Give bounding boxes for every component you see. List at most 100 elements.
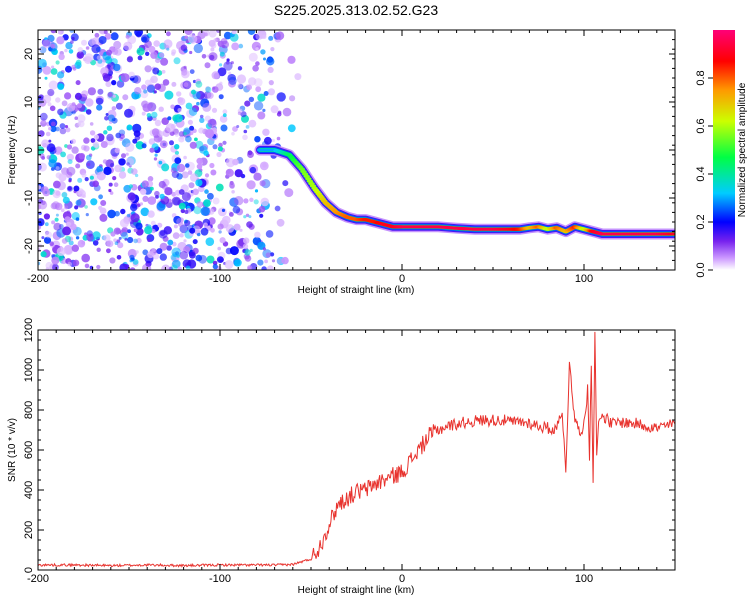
noise-blob (210, 169, 217, 176)
noise-blob (202, 102, 212, 112)
noise-blob (246, 84, 252, 91)
noise-blob (114, 147, 121, 154)
noise-blob (189, 227, 196, 234)
noise-blob (70, 33, 79, 42)
noise-blob (61, 238, 68, 244)
noise-blob (174, 157, 182, 165)
noise-blob (55, 166, 60, 170)
noise-blob (125, 152, 129, 156)
noise-blob (134, 87, 142, 95)
noise-blob (61, 192, 68, 198)
noise-blob (207, 118, 217, 128)
noise-blob (262, 108, 266, 112)
noise-blob (38, 261, 41, 266)
noise-blob (148, 45, 156, 53)
noise-blob (150, 186, 154, 191)
noise-blob (71, 64, 76, 70)
noise-blob (142, 263, 152, 270)
noise-blob (205, 86, 211, 92)
noise-blob (170, 254, 177, 261)
noise-blob (96, 165, 104, 173)
noise-blob (199, 114, 204, 119)
noise-blob (203, 199, 211, 208)
noise-blob (244, 100, 251, 107)
noise-blob (219, 81, 223, 85)
noise-blob (204, 189, 209, 194)
noise-blob (47, 88, 55, 97)
noise-blob (102, 74, 111, 82)
noise-blob (248, 52, 258, 62)
noise-blob (210, 42, 217, 49)
noise-blob (195, 80, 203, 88)
colorbar-tick-label: 0.0 (695, 262, 707, 277)
noise-blob (192, 79, 197, 84)
noise-blob (224, 260, 234, 269)
noise-blob (151, 128, 160, 136)
noise-blob (158, 229, 168, 239)
noise-blob (97, 88, 104, 95)
noise-blob (39, 112, 48, 121)
noise-blob (132, 123, 142, 133)
noise-blob (171, 247, 181, 257)
noise-blob (220, 124, 228, 132)
noise-blob (121, 227, 128, 234)
noise-blob (70, 223, 77, 231)
noise-blob (111, 106, 117, 111)
noise-blob (77, 114, 86, 123)
noise-blob (38, 65, 43, 74)
noise-blob (109, 257, 116, 264)
noise-blob (196, 201, 203, 208)
noise-blob (114, 241, 119, 245)
noise-blob (187, 170, 193, 175)
signal-track-point (669, 232, 675, 236)
noise-blob (180, 44, 188, 52)
noise-blob (57, 108, 64, 116)
noise-blob (135, 250, 139, 254)
noise-blob (244, 255, 252, 262)
noise-blob (51, 65, 55, 69)
noise-blob (170, 167, 177, 174)
noise-blob (219, 115, 228, 123)
noise-blob (49, 105, 56, 112)
noise-blob (141, 34, 150, 43)
noise-blob (258, 205, 266, 213)
noise-blob (118, 158, 126, 166)
noise-blob (260, 49, 266, 55)
colorbar-tick-label: 0.2 (695, 214, 707, 229)
noise-blob (103, 234, 111, 242)
noise-blob (126, 56, 133, 63)
noise-blob (43, 236, 52, 244)
noise-blob (159, 253, 167, 261)
noise-blob (174, 144, 180, 150)
noise-blob (259, 180, 266, 187)
noise-blob (106, 49, 112, 56)
noise-blob (155, 57, 161, 64)
spectrogram-signal-track (254, 144, 675, 240)
noise-blob (275, 31, 285, 40)
signal-track-halo-1 (256, 146, 675, 238)
noise-blob (121, 153, 126, 159)
noise-blob (66, 166, 76, 176)
noise-blob (192, 188, 199, 196)
noise-blob (100, 141, 108, 148)
noise-blob (189, 125, 195, 131)
noise-blob (51, 167, 55, 171)
noise-blob (178, 136, 185, 143)
noise-blob (110, 32, 119, 41)
noise-blob (84, 53, 94, 63)
noise-blob (40, 186, 49, 195)
noise-blob (75, 199, 82, 206)
noise-blob (59, 78, 63, 82)
noise-blob (56, 247, 66, 256)
noise-blob (180, 208, 185, 214)
noise-blob (159, 140, 168, 149)
noise-blob (188, 107, 198, 117)
noise-blob (226, 58, 230, 62)
noise-blob (124, 108, 133, 118)
noise-blob (114, 164, 123, 173)
noise-blob (108, 182, 113, 187)
noise-blob (216, 256, 224, 263)
x-tick-label: -100 (209, 273, 231, 285)
noise-blob (103, 166, 112, 176)
noise-blob (62, 196, 70, 204)
